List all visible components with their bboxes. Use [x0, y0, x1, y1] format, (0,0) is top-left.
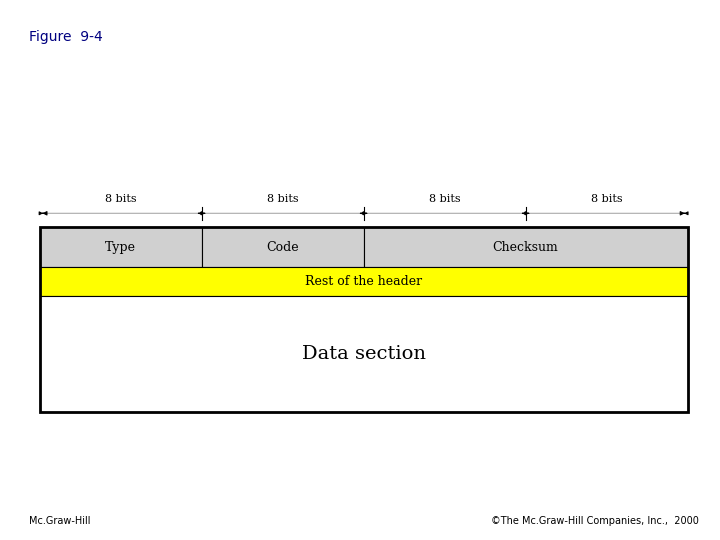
Text: ©The Mc.Graw-Hill Companies, Inc.,  2000: ©The Mc.Graw-Hill Companies, Inc., 2000: [490, 516, 698, 526]
Bar: [40, 296, 688, 412]
Text: Figure  9-4: Figure 9-4: [29, 30, 102, 44]
Bar: [364, 227, 688, 267]
Text: Type: Type: [105, 240, 136, 254]
Text: Checksum: Checksum: [492, 240, 559, 254]
Text: Rest of the header: Rest of the header: [305, 275, 422, 288]
Text: 8 bits: 8 bits: [267, 193, 298, 204]
Text: Data section: Data section: [302, 345, 426, 363]
Bar: [40, 267, 688, 296]
Bar: [40, 227, 688, 412]
Text: Code: Code: [266, 240, 299, 254]
Text: 8 bits: 8 bits: [591, 193, 622, 204]
Text: Mc.Graw-Hill: Mc.Graw-Hill: [29, 516, 90, 526]
Text: 8 bits: 8 bits: [429, 193, 460, 204]
Text: 8 bits: 8 bits: [105, 193, 136, 204]
Bar: [40, 227, 202, 267]
Bar: [202, 227, 364, 267]
